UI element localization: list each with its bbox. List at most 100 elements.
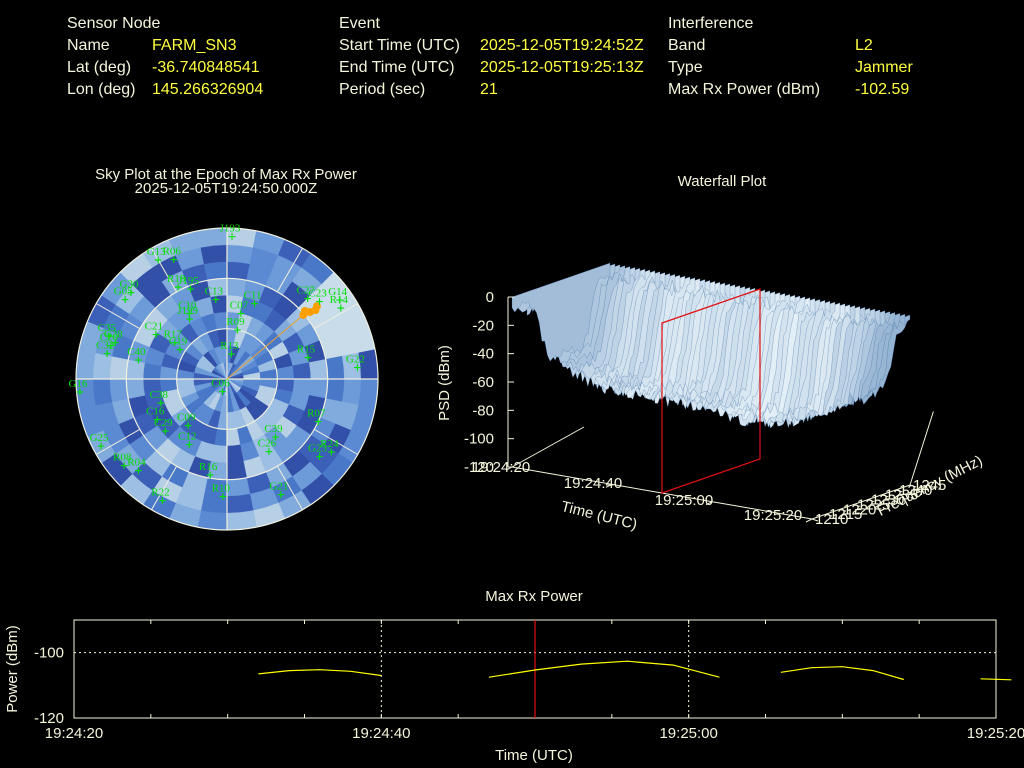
- satellite-label: G25: [90, 432, 109, 444]
- band-label: Band: [668, 37, 706, 54]
- satellite-marker: +: [336, 293, 344, 308]
- power-tick-label: -100: [34, 645, 64, 662]
- start-value: 2025-12-05T19:24:52Z: [480, 37, 644, 54]
- type-value: Jammer: [855, 59, 913, 76]
- time-tick-label: 19:25:00: [659, 725, 717, 742]
- period-label: Period (sec): [339, 81, 426, 98]
- psd-tick-label: -100: [464, 431, 494, 448]
- azimuth-spoke: [151, 465, 178, 511]
- satellite-label: R07: [307, 408, 326, 420]
- time-tick: [605, 483, 613, 488]
- satellite-label: G05: [114, 285, 133, 297]
- satellite-marker: +: [228, 229, 236, 244]
- satellite-label: G14: [328, 286, 347, 298]
- frequency-tick-label: 1240: [899, 482, 932, 499]
- back-axis-line: [909, 411, 934, 486]
- satellite-marker: +: [316, 294, 324, 309]
- event-info: Event Start Time (UTC) 2025-12-05T19:24:5…: [339, 13, 659, 101]
- power-value: -102.59: [855, 81, 910, 98]
- start-label: Start Time (UTC): [339, 37, 460, 54]
- time-tick-label: 19:24:40: [564, 475, 622, 492]
- time-tick-label: 19:25:20: [744, 507, 802, 524]
- end-label: End Time (UTC): [339, 59, 455, 76]
- satellite-marker: +: [154, 253, 162, 268]
- satellite-marker: +: [212, 292, 220, 307]
- satellite-marker: +: [111, 336, 119, 351]
- satellite-label: C20: [100, 332, 119, 344]
- satellite-marker: +: [170, 252, 178, 267]
- satellite-marker: +: [227, 347, 235, 362]
- satellite-label: R15: [297, 343, 316, 355]
- satellite-label: G23: [308, 443, 327, 455]
- satellite-marker: +: [105, 329, 113, 344]
- psd-tick-label: 0: [486, 289, 494, 306]
- satellite-label: C35: [98, 322, 117, 334]
- satellite-label: C29: [154, 417, 173, 429]
- jammer-point: [312, 302, 321, 311]
- time-tick: [805, 518, 813, 523]
- frequency-tick-label: 1230: [871, 492, 904, 509]
- frequency-tick: [811, 518, 819, 522]
- satellite-label: C40: [127, 346, 146, 358]
- psd-axis-label: PSD (dBm): [436, 345, 453, 421]
- satellite-marker: +: [97, 439, 105, 454]
- satellite-label: R09: [226, 316, 245, 328]
- time-tick-label: 19:24:40: [352, 725, 410, 742]
- frequency-tick: [881, 494, 889, 498]
- frequency-tick: [895, 489, 903, 493]
- satellite-marker: +: [120, 458, 128, 473]
- satellite-marker: +: [174, 280, 182, 295]
- satellite-label: J199: [177, 305, 198, 317]
- satellite-marker: +: [237, 306, 245, 321]
- satellite-marker: +: [337, 301, 345, 316]
- satellite-label: J193: [220, 222, 241, 234]
- frequency-tick-label: 1235: [885, 487, 918, 504]
- satellite-label: R18: [167, 273, 186, 285]
- power-tick-label: -120: [34, 710, 64, 727]
- azimuth-spoke: [276, 465, 303, 511]
- satellite-marker: +: [234, 323, 242, 338]
- time-tick: [705, 501, 713, 506]
- satellite-marker: +: [304, 291, 312, 306]
- satellite-label: R13: [220, 340, 239, 352]
- satellite-label: R08: [113, 451, 132, 463]
- azimuth-spoke: [313, 303, 359, 330]
- frequency-tick-label: 1215: [829, 506, 862, 523]
- psd-tick-label: -60: [472, 374, 494, 391]
- period-value: 21: [480, 81, 498, 98]
- azimuth-spoke: [95, 303, 141, 330]
- power-trace-segment: [780, 666, 904, 681]
- satellite-label: C13: [205, 285, 224, 297]
- satellite-label: R17: [164, 328, 183, 340]
- power-label: Max Rx Power (dBm): [668, 81, 821, 98]
- frequency-axis-line: [811, 484, 911, 520]
- satellite-label: R06: [163, 245, 182, 257]
- satellite-marker: +: [186, 312, 194, 327]
- frequency-tick: [909, 484, 917, 488]
- satellite-label: C32: [96, 340, 114, 352]
- satellite-label: G21: [269, 481, 288, 493]
- frequency-tick: [867, 499, 875, 503]
- power-axis-label: Power (dBm): [4, 625, 21, 713]
- satellite-marker: +: [353, 361, 361, 376]
- frequency-tick: [825, 513, 833, 517]
- lon-value: 145.266326904: [152, 81, 264, 98]
- frequency-tick: [839, 508, 847, 512]
- azimuth-spoke: [151, 247, 178, 293]
- time-tick: [505, 466, 513, 471]
- satellite-marker: +: [184, 418, 192, 433]
- left-floor-line: [511, 426, 585, 468]
- satellite-label: C12: [178, 430, 196, 442]
- satellite-marker: +: [134, 353, 142, 368]
- satellite-label: G13: [147, 246, 166, 258]
- name-label: Name: [67, 37, 110, 54]
- satellite-marker: +: [265, 445, 273, 460]
- max-power-title: Max Rx Power: [485, 588, 583, 605]
- satellite-marker: +: [135, 464, 143, 479]
- satellite-marker: +: [103, 347, 111, 362]
- satellite-label: J195: [178, 275, 199, 287]
- time-tick-label: 19:25:20: [967, 725, 1024, 742]
- interference-info: Interference Band L2 Type Jammer Max Rx Po…: [668, 13, 1008, 101]
